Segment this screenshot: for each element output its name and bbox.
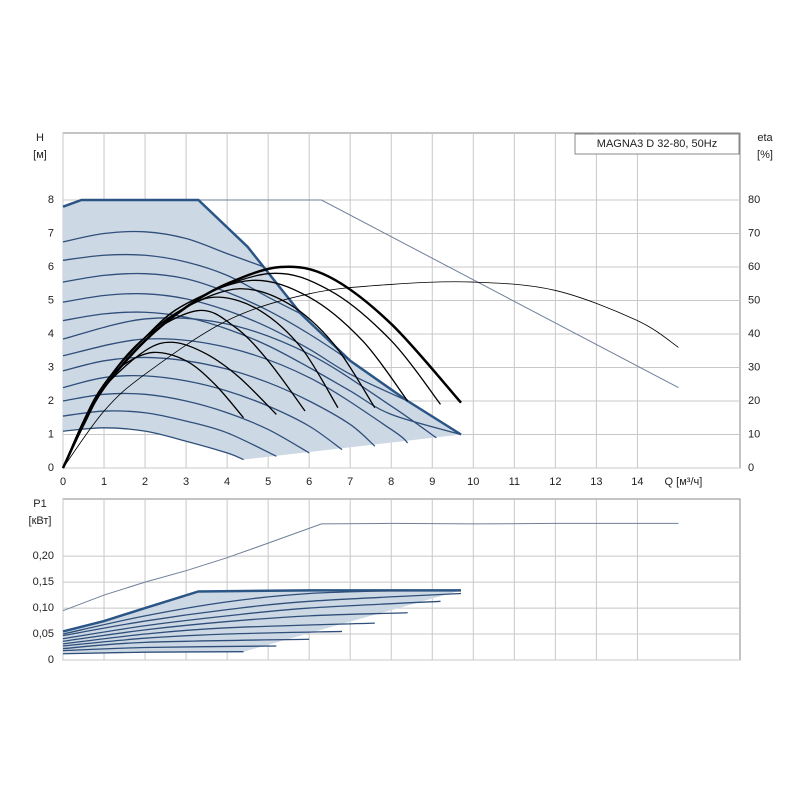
y2-axis-unit: [%] xyxy=(757,149,773,161)
x-axis-label: Q [м³/ч] xyxy=(665,476,703,488)
y-tick-label: 8 xyxy=(48,194,54,206)
curve xyxy=(62,612,408,642)
y2-axis-label: eta xyxy=(757,132,773,144)
x-tick-label: 7 xyxy=(347,476,353,488)
curve xyxy=(62,356,376,447)
curve xyxy=(62,253,302,315)
curve xyxy=(62,292,408,402)
y2-tick-label: 50 xyxy=(748,294,760,306)
x-tick-label: 11 xyxy=(509,476,520,488)
y-tick-label: 0 xyxy=(48,462,54,474)
y-axis-label: P1 xyxy=(33,498,46,510)
y2-tick-label: 20 xyxy=(748,395,760,407)
operating-area xyxy=(63,200,461,460)
curve xyxy=(62,427,244,461)
curve xyxy=(62,630,343,647)
x-tick-label: 4 xyxy=(224,476,230,488)
x-tick-label: 13 xyxy=(590,476,602,488)
curve xyxy=(62,622,375,645)
curve xyxy=(62,522,679,612)
y-axis-unit: [кВт] xyxy=(29,515,52,527)
y-tick-label: 2 xyxy=(48,395,54,407)
y-tick-label: 0,10 xyxy=(33,602,54,614)
x-tick-label: 8 xyxy=(388,476,394,488)
x-tick-label: 2 xyxy=(142,476,148,488)
curve xyxy=(62,317,437,439)
y-tick-label: 7 xyxy=(48,227,54,239)
efficiency-curve xyxy=(62,281,679,469)
curve xyxy=(62,589,461,633)
x-tick-label: 5 xyxy=(265,476,271,488)
curve xyxy=(62,272,351,362)
y-tick-label: 6 xyxy=(48,261,54,273)
y-tick-label: 1 xyxy=(48,428,54,440)
y-tick-label: 5 xyxy=(48,294,54,306)
curve xyxy=(62,638,310,650)
chart-title: MAGNA3 D 32-80, 50Hz xyxy=(597,138,717,150)
y2-tick-label: 60 xyxy=(748,261,760,273)
y-axis-label: H xyxy=(36,132,44,144)
y2-tick-label: 0 xyxy=(748,462,754,474)
y-tick-label: 0 xyxy=(48,654,54,666)
curve xyxy=(62,589,408,635)
x-tick-label: 14 xyxy=(631,476,643,488)
curve xyxy=(62,374,343,451)
y-tick-label: 3 xyxy=(48,361,54,373)
x-tick-label: 1 xyxy=(101,476,107,488)
title-box xyxy=(574,133,740,155)
y2-tick-label: 10 xyxy=(748,428,760,440)
y-tick-label: 0,15 xyxy=(33,576,54,588)
y2-tick-label: 80 xyxy=(748,194,760,206)
y2-tick-label: 30 xyxy=(748,361,760,373)
curve xyxy=(62,410,277,457)
x-tick-label: 0 xyxy=(60,476,66,488)
curve xyxy=(62,198,462,436)
x-tick-label: 12 xyxy=(549,476,561,488)
x-tick-label: 3 xyxy=(183,476,189,488)
curve xyxy=(62,392,310,454)
x-tick-label: 9 xyxy=(429,476,435,488)
efficiency-curve xyxy=(61,265,462,469)
y-axis-unit: [м] xyxy=(33,149,47,161)
y2-tick-label: 70 xyxy=(748,227,760,239)
curve xyxy=(62,600,441,640)
y-tick-label: 0,20 xyxy=(33,550,54,562)
curve xyxy=(62,338,409,444)
y-tick-label: 4 xyxy=(48,328,54,340)
y2-tick-label: 40 xyxy=(748,328,760,340)
x-tick-label: 10 xyxy=(467,476,479,488)
x-tick-label: 6 xyxy=(306,476,312,488)
curve xyxy=(62,230,265,268)
y-tick-label: 0,05 xyxy=(33,628,54,640)
operating-area xyxy=(63,590,461,654)
curve xyxy=(62,651,244,655)
curve xyxy=(62,592,462,637)
efficiency-curve xyxy=(62,272,441,469)
curve xyxy=(62,645,277,652)
